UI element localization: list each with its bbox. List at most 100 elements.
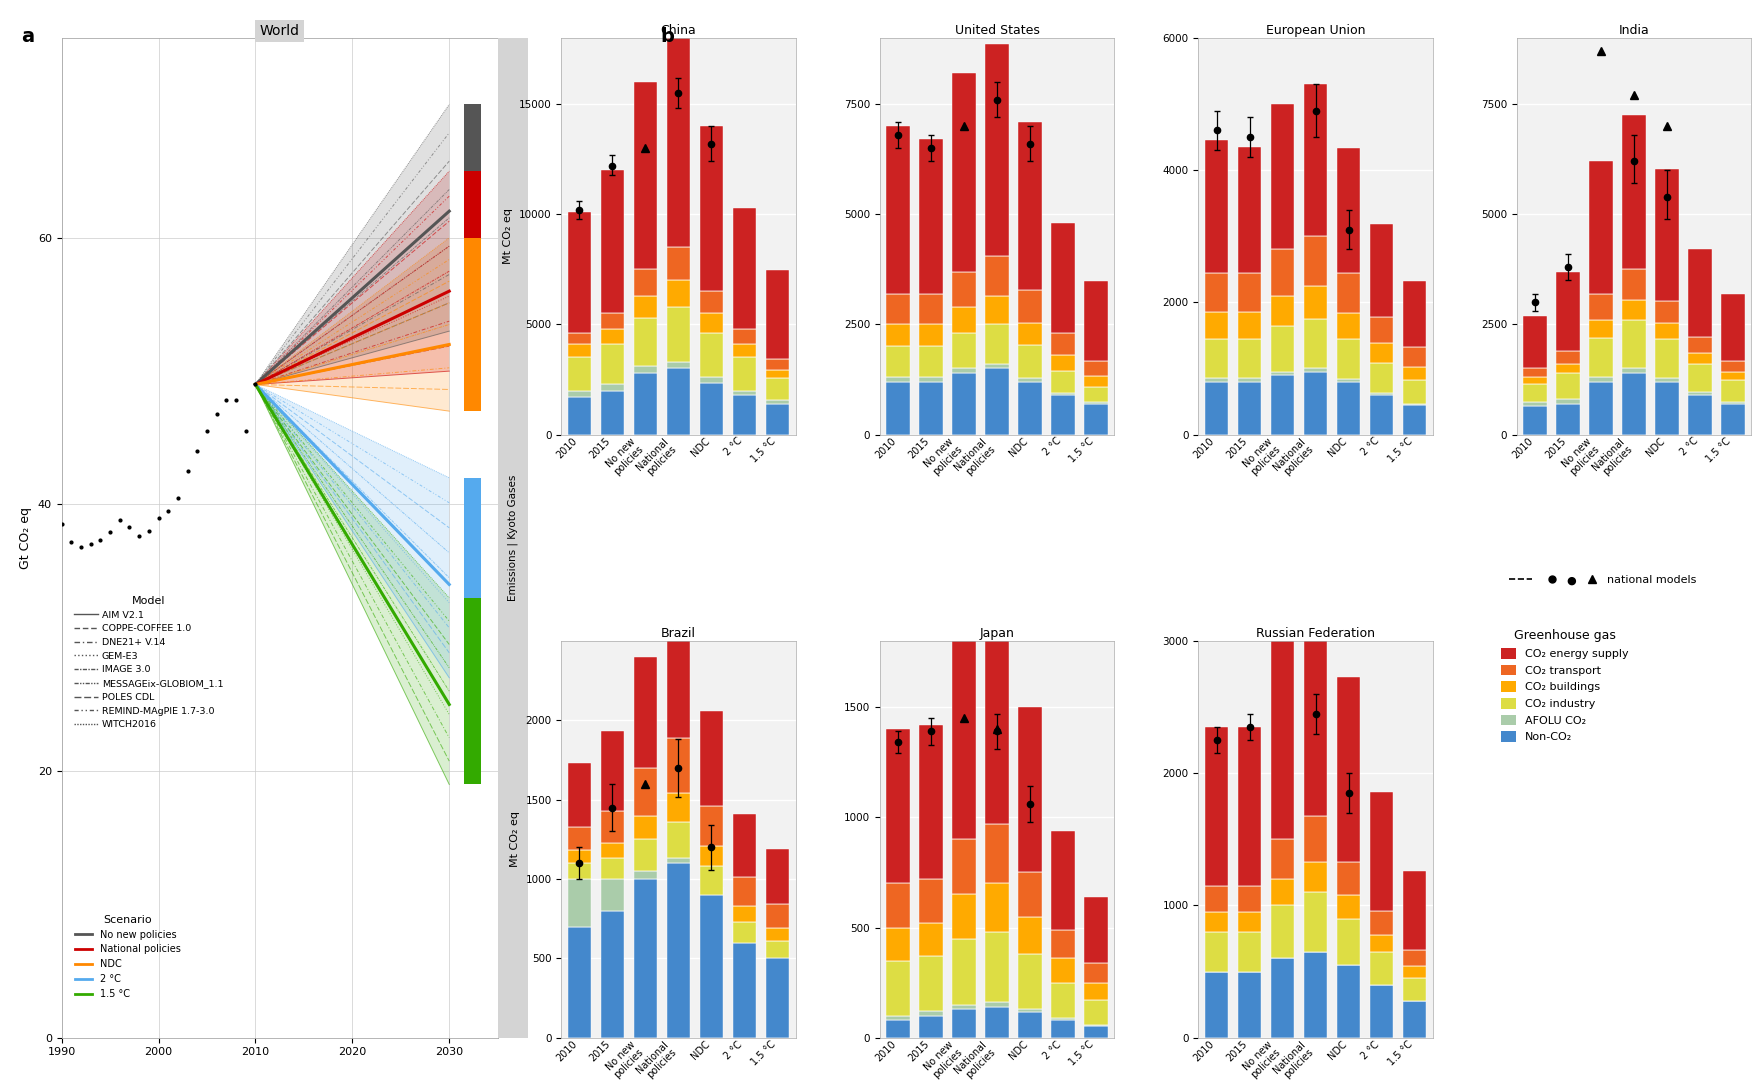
Bar [1336, 312, 1360, 339]
Bar [699, 806, 723, 845]
Bar [766, 378, 788, 400]
Bar [1051, 983, 1075, 1018]
Bar [699, 866, 723, 895]
Bar [1084, 983, 1107, 1000]
Bar [1721, 401, 1744, 404]
Bar [766, 940, 788, 959]
Bar [1017, 707, 1042, 872]
Bar [1237, 972, 1262, 1038]
Bar [1403, 403, 1426, 405]
Title: United States: United States [954, 24, 1040, 37]
Legend: , ●, national models: , ●, national models [1505, 571, 1700, 590]
Bar [1403, 368, 1426, 381]
Bar [568, 358, 591, 390]
Bar [1623, 373, 1646, 435]
Bar [919, 294, 943, 324]
Bar [1271, 372, 1294, 375]
Bar [1589, 161, 1612, 294]
Bar [1304, 815, 1327, 862]
Bar [1623, 115, 1646, 269]
Bar [1688, 352, 1712, 363]
Bar [1403, 1001, 1426, 1038]
Bar [1336, 273, 1360, 312]
Bar [634, 366, 656, 373]
Bar [732, 878, 757, 906]
Bar [667, 793, 690, 822]
Bar [568, 827, 591, 851]
Bar [1654, 378, 1679, 382]
Bar [1688, 395, 1712, 435]
Bar [1721, 294, 1744, 361]
Bar [885, 346, 910, 377]
Bar [1688, 337, 1712, 352]
Bar [1237, 382, 1262, 435]
Bar [699, 845, 723, 866]
Bar [600, 811, 625, 842]
Bar [1304, 285, 1327, 319]
Bar [1369, 317, 1394, 344]
Bar [600, 170, 625, 313]
Bar [1051, 930, 1075, 959]
Bar [1556, 373, 1580, 399]
Bar [1369, 363, 1394, 393]
Bar [1721, 379, 1744, 401]
Bar [732, 922, 757, 943]
Bar [1556, 271, 1580, 351]
Bar [1654, 169, 1679, 301]
Bar [1589, 320, 1612, 337]
Bar [1051, 959, 1075, 983]
Bar [1304, 951, 1327, 1038]
Bar [1336, 895, 1360, 919]
Bar [919, 324, 943, 346]
Bar [667, 822, 690, 858]
Bar [1017, 345, 1042, 378]
Bar [1051, 223, 1075, 333]
Bar [1336, 919, 1360, 965]
Bar [1017, 122, 1042, 290]
Bar [1084, 376, 1107, 387]
Bar [1271, 325, 1294, 372]
Bar [1204, 932, 1228, 972]
Bar [1369, 393, 1394, 395]
Bar [1304, 372, 1327, 435]
Bar [568, 763, 591, 827]
Bar [1084, 387, 1107, 402]
Bar [1204, 972, 1228, 1038]
Bar [919, 957, 943, 1012]
Bar [1369, 985, 1394, 1038]
Bar [952, 271, 975, 307]
Bar [1403, 978, 1426, 1001]
Bar [1304, 319, 1327, 369]
Bar [634, 269, 656, 296]
Bar [952, 333, 975, 369]
Bar [1084, 1000, 1107, 1025]
Bar [885, 126, 910, 294]
Bar [699, 888, 723, 1038]
Bar [732, 926, 757, 1038]
Bar [667, 737, 690, 793]
Bar [1017, 1009, 1042, 1013]
Bar [732, 814, 757, 878]
Bar [568, 879, 591, 926]
Bar [1084, 1026, 1107, 1038]
Bar [600, 858, 625, 879]
Bar [1369, 791, 1394, 911]
Bar [952, 938, 975, 1004]
Bar [986, 296, 1008, 324]
Bar [1522, 377, 1547, 384]
Bar [568, 390, 591, 397]
Text: b: b [660, 27, 674, 46]
Bar [568, 333, 591, 344]
Bar [600, 842, 625, 858]
Bar [1589, 377, 1612, 382]
Bar [766, 400, 788, 404]
Bar [986, 1002, 1008, 1006]
Bar [1237, 312, 1262, 338]
Bar [1051, 830, 1075, 930]
Bar [919, 923, 943, 957]
Bar [568, 926, 591, 1038]
Bar [1204, 338, 1228, 378]
Bar [667, 863, 690, 1038]
Bar [1237, 885, 1262, 912]
Bar [1369, 935, 1394, 951]
